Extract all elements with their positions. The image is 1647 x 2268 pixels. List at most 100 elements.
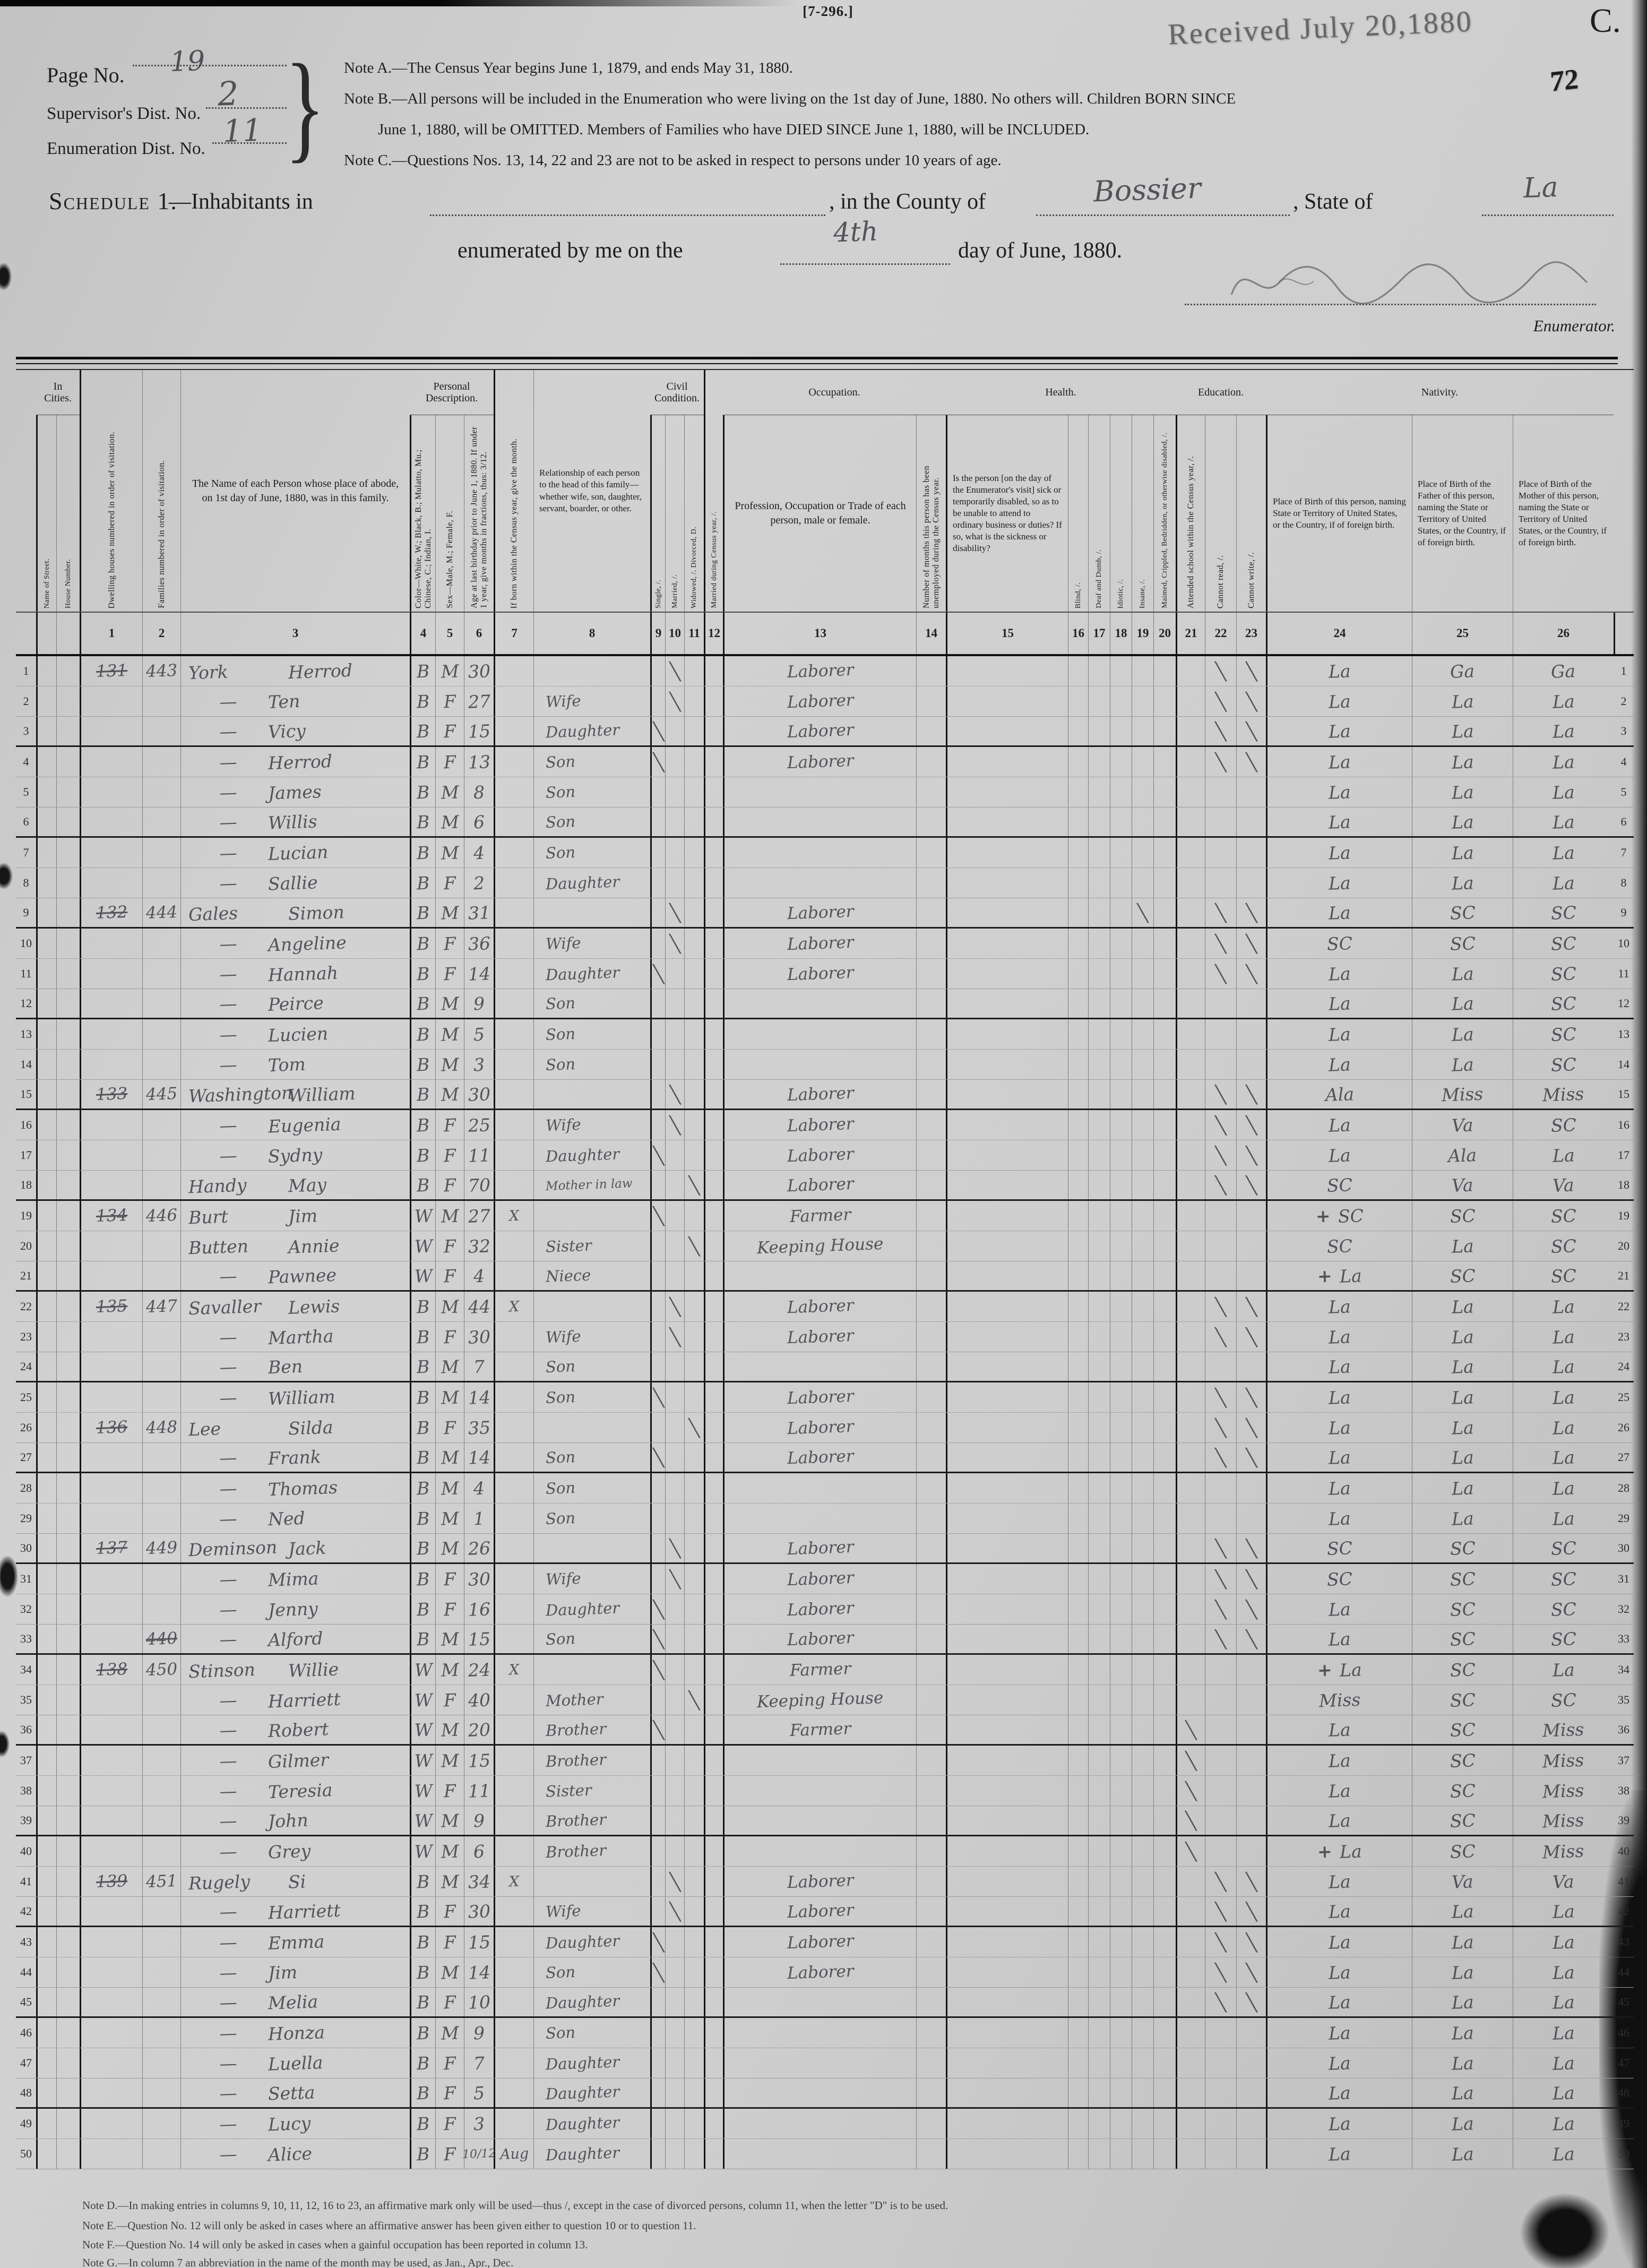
handwritten-entry: ╲	[1245, 1296, 1257, 1317]
cell-sickness	[946, 1322, 1068, 1352]
cell-married-census-year-mark	[704, 1564, 723, 1594]
cell-sickness	[946, 1413, 1068, 1442]
group-subrow: Profession, Occupation or Trade of each …	[723, 415, 946, 612]
cell-mother-birthplace: Miss	[1513, 1836, 1614, 1866]
handwritten-entry: —	[219, 2052, 238, 2074]
column-group-label: Education.	[1176, 370, 1266, 415]
cell-dwelling-number	[80, 1019, 142, 1049]
table-row: 42— Harriett B F 30 Wife ╲ Laborer ╲ ╲ La La La 42	[16, 1897, 1634, 1927]
column-c2: Families numbered in order of visitation…	[142, 370, 180, 612]
cell-idiotic-mark	[1110, 2139, 1132, 2169]
column-header-c4: Color—White, W.; Black, B.; Mulatto, Mu.…	[410, 415, 435, 612]
handwritten-entry: B	[416, 1387, 430, 1408]
row-number: 13	[1618, 1027, 1629, 1041]
cell-age: 3	[464, 1050, 494, 1079]
cell-dwelling-number	[80, 959, 142, 989]
note-c: Note C.—Questions Nos. 13, 14, 22 and 23…	[344, 152, 1002, 169]
cell-sex: F	[435, 1776, 464, 1806]
cell-age: 10/12	[462, 2139, 496, 2169]
cell-married-census-year-mark	[704, 686, 723, 716]
cell-deaf-mark	[1088, 898, 1110, 927]
cell-mother-birthplace: La	[1513, 1957, 1614, 1987]
row-number: 17	[1618, 1148, 1629, 1162]
cell-mother-birthplace: La	[1513, 1443, 1614, 1472]
cell-relationship	[533, 1201, 650, 1231]
cell-occupation	[723, 807, 916, 836]
handwritten-entry: Son	[545, 812, 576, 831]
column-number-17: 17	[1088, 613, 1110, 654]
cell-house-number	[56, 1594, 80, 1624]
row-number: 10	[20, 937, 32, 950]
handwritten-entry: M	[440, 1295, 460, 1318]
row-number: 37	[1618, 1754, 1629, 1767]
cell-father-birthplace: La	[1412, 1443, 1513, 1472]
cell-house-number	[56, 2139, 80, 2169]
cell-idiotic-mark	[1110, 1776, 1132, 1806]
cell-married-census-year-mark	[704, 1897, 723, 1926]
cell-dwelling-number	[80, 2109, 142, 2138]
cell-deaf-mark	[1088, 1625, 1110, 1653]
row-number: 31	[20, 1572, 32, 1585]
cell-deaf-mark	[1088, 1836, 1110, 1866]
cell-mother-birthplace: La	[1513, 838, 1614, 867]
cell-married-census-year-mark	[704, 1746, 723, 1775]
cell-single-mark	[650, 1352, 665, 1381]
cell-married-census-year-mark	[704, 1594, 723, 1624]
cell-color: B	[410, 1382, 435, 1412]
handwritten-entry: M	[440, 1961, 460, 1983]
handwritten-entry: 4	[473, 1477, 485, 1499]
handwritten-entry: La	[1451, 1900, 1474, 1922]
handwritten-entry: 14	[467, 1386, 491, 1408]
handwritten-entry: Daughter	[545, 2143, 620, 2164]
handwritten-entry: B	[416, 2022, 430, 2043]
cell-blind-mark	[1068, 1867, 1088, 1896]
cell-idiotic-mark	[1110, 2018, 1132, 2048]
handwritten-entry: —	[219, 1749, 238, 1772]
cell-married-mark: ╲	[665, 686, 684, 716]
handwritten-entry: La	[1328, 1598, 1351, 1620]
cell-birthplace: La	[1266, 989, 1412, 1018]
cell-name: — Herrod	[180, 747, 410, 777]
handwritten-entry: Luella	[268, 2051, 324, 2075]
cell-widowed-mark	[684, 959, 704, 989]
cell-deaf-mark	[1088, 1231, 1110, 1261]
cell-relationship: Son	[533, 1473, 650, 1503]
cell-street	[36, 1140, 56, 1170]
punch-hole	[0, 863, 13, 889]
cell-single-mark: ╲	[650, 1715, 665, 1744]
cell-blind-mark	[1068, 1352, 1088, 1381]
handwritten-entry: Miss	[1542, 1780, 1585, 1802]
handwritten-entry: —	[219, 1628, 238, 1650]
handwritten-entry: ╲	[1137, 902, 1149, 923]
cell-street	[36, 959, 56, 989]
handwritten-entry: M	[440, 1053, 460, 1076]
cell-dwelling-number	[80, 838, 142, 867]
handwritten-entry: M	[440, 2022, 460, 2044]
column-header-c10: Married, /.	[665, 415, 684, 612]
cell-disabled-mark	[1153, 1594, 1176, 1624]
cell-relationship: Daughter	[533, 1988, 650, 2016]
row-number: 20	[1618, 1239, 1629, 1252]
column-header-label: Age at last birthday prior to June 1, 18…	[469, 426, 488, 608]
cell-insane-mark	[1132, 1352, 1153, 1381]
cell-cannot-write-mark	[1236, 1231, 1266, 1261]
handwritten-entry: W	[413, 1840, 433, 1862]
cell-mother-birthplace: La	[1513, 868, 1614, 898]
cell-widowed-mark	[684, 656, 704, 686]
cell-mother-birthplace: SC	[1513, 1685, 1614, 1715]
cell-disabled-mark	[1153, 1534, 1176, 1562]
cell-name: — Robert	[180, 1715, 410, 1744]
handwritten-entry: La	[1451, 1416, 1474, 1439]
cell-age: 34	[464, 1867, 494, 1896]
handwritten-entry: 451	[145, 1871, 178, 1892]
handwritten-entry: B	[416, 2113, 430, 2134]
cell-deaf-mark	[1088, 717, 1110, 745]
handwritten-entry: SC	[1550, 1689, 1577, 1711]
handwritten-entry: 34	[467, 1870, 491, 1893]
cell-father-birthplace: Va	[1412, 1867, 1513, 1896]
cell-mother-birthplace: SC	[1513, 898, 1614, 927]
handwritten-entry: Butten	[188, 1235, 249, 1258]
handwritten-entry: Daughter	[545, 872, 620, 894]
column-header-label: Married during Census year, /.	[710, 511, 718, 608]
handwritten-entry: La	[1451, 1355, 1474, 1378]
